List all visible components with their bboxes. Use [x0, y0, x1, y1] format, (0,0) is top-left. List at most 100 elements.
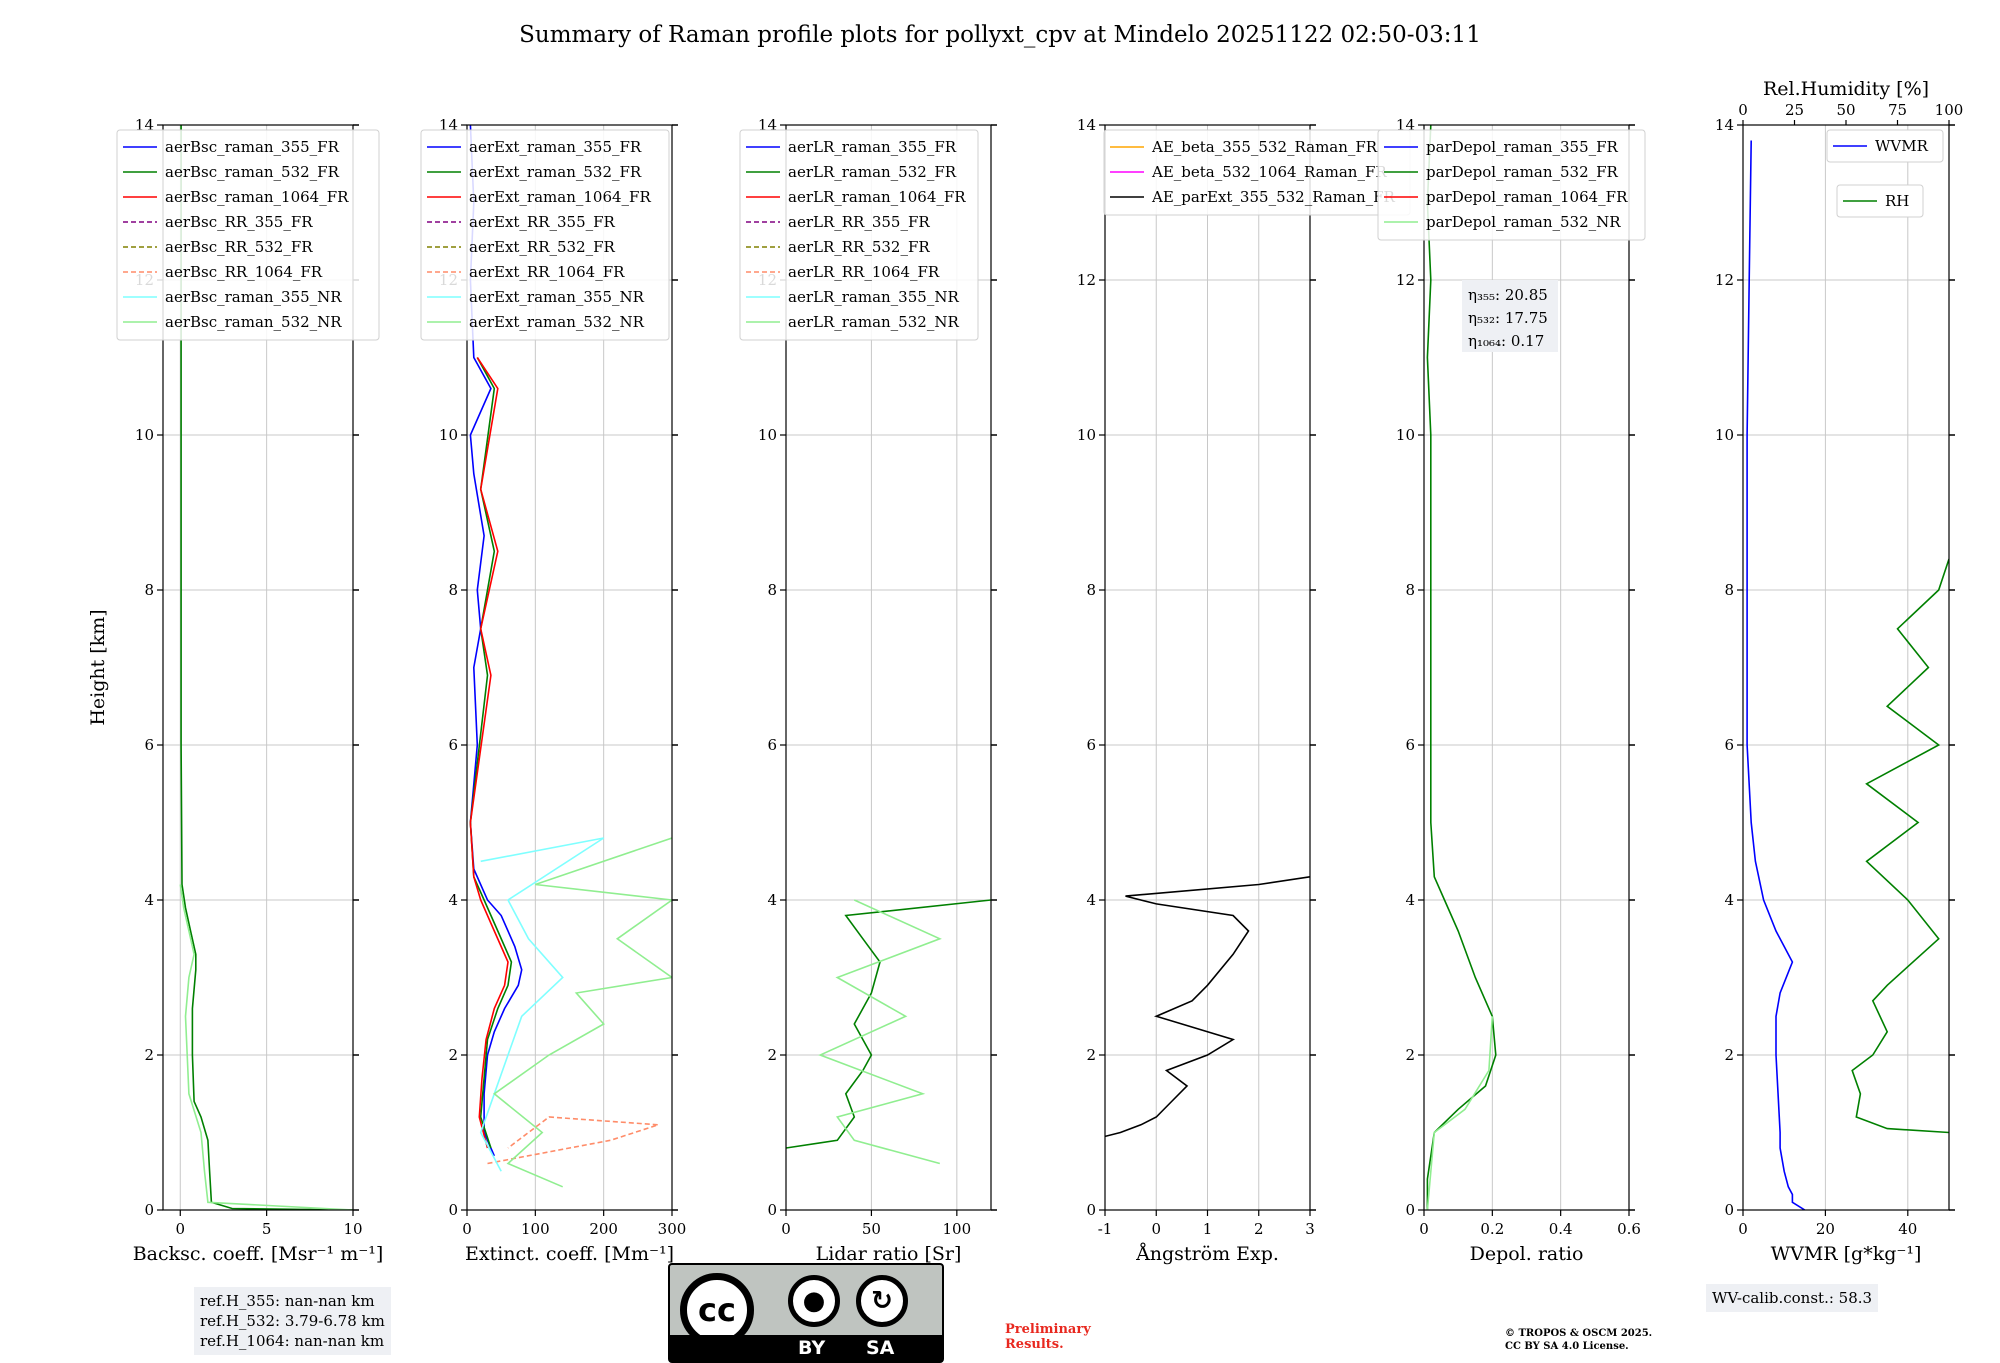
person-icon: ● — [788, 1275, 840, 1327]
legend-label: aerExt_RR_355_FR — [469, 213, 616, 231]
x-tick-label-ext: 300 — [658, 1220, 687, 1238]
reference-heights-box: ref.H_355: nan-nan km ref.H_532: 3.79-6.… — [194, 1287, 391, 1355]
wv-calibration-box: WV-calib.const.: 58.3 — [1706, 1284, 1879, 1312]
y-tick-label-lr: 0 — [767, 1201, 777, 1219]
legend-label: aerBsc_raman_355_FR — [165, 138, 340, 156]
y-tick-label-wv: 8 — [1724, 581, 1734, 599]
legend-label: parDepol_raman_1064_FR — [1426, 188, 1628, 206]
x-tick-label-bsc: 5 — [262, 1220, 272, 1238]
series-aerBsc_raman_532_FR — [180, 125, 353, 1210]
y-tick-label-ext: 8 — [448, 581, 458, 599]
top-x-tick-label: 0 — [1738, 101, 1748, 119]
y-tick-label-ext: 10 — [439, 426, 458, 444]
y-tick-label-lr: 2 — [767, 1046, 777, 1064]
copyright-note: © TROPOS & OSCM 2025. CC BY SA 4.0 Licen… — [1505, 1328, 1653, 1352]
y-tick-label-ae: 14 — [1077, 116, 1096, 134]
x-tick-label-lr: 50 — [862, 1220, 881, 1238]
ref-height-1064: ref.H_1064: nan-nan km — [200, 1332, 385, 1350]
y-tick-label-bsc: 6 — [144, 736, 154, 754]
y-tick-label-depol: 6 — [1405, 736, 1415, 754]
x-axis-label-wv: WVMR [g*kg⁻¹] — [1771, 1243, 1922, 1265]
x-tick-label-ae: 3 — [1305, 1220, 1315, 1238]
cc-license-badge: cc ● ↻ BY SA — [668, 1263, 944, 1363]
x-tick-label-wv: 40 — [1898, 1220, 1917, 1238]
legend-label: aerBsc_RR_532_FR — [165, 238, 313, 256]
x-tick-label-bsc: 10 — [343, 1220, 362, 1238]
legend-label: AE_parExt_355_532_Raman_FR — [1151, 188, 1396, 206]
legend-label: aerLR_RR_355_FR — [788, 213, 930, 231]
series-aerLR_raman_532_NR — [818, 899, 942, 1165]
series-aerExt_raman_355_NR — [479, 837, 605, 1172]
y-tick-label-bsc: 0 — [144, 1201, 154, 1219]
top-x-tick-label: 25 — [1785, 101, 1804, 119]
panel-lr: 05010002468101214Lidar ratio [Sr]aerLR_r… — [739, 116, 997, 1265]
ref-height-532: ref.H_532: 3.79-6.78 km — [200, 1312, 385, 1330]
series-aerExt_raman_532_FR — [469, 357, 513, 1149]
legend-label: aerLR_RR_532_FR — [788, 238, 930, 256]
axes-frame-depol — [1423, 124, 1630, 1211]
legend-label: aerBsc_raman_532_NR — [165, 313, 342, 331]
y-tick-label-ae: 12 — [1077, 271, 1096, 289]
axes-frame-ext — [466, 124, 673, 1211]
y-tick-label-wv: 14 — [1715, 116, 1734, 134]
y-tick-label-bsc: 8 — [144, 581, 154, 599]
legend-bsc: aerBsc_raman_355_FR aerBsc_raman_532_FRae… — [116, 129, 380, 341]
legend-label: aerLR_raman_1064_FR — [788, 188, 966, 206]
series-aerExt_raman_532_NR — [492, 837, 672, 1188]
x-axis-label-ext: Extinct. coeff. [Mm⁻¹] — [465, 1243, 674, 1265]
x-tick-label-bsc: 0 — [175, 1220, 185, 1238]
legend-label: aerLR_RR_1064_FR — [788, 263, 940, 281]
series-AE_parExt_355_532_Raman_FR — [1105, 876, 1310, 1138]
x-axis-label-bsc: Backsc. coeff. [Msr⁻¹ m⁻¹] — [133, 1243, 384, 1265]
y-tick-label-depol: 8 — [1405, 581, 1415, 599]
y-tick-label-ae: 10 — [1077, 426, 1096, 444]
y-tick-label-wv: 10 — [1715, 426, 1734, 444]
cc-sa-label: SA — [866, 1337, 895, 1359]
panel-wv: 0 20 40 0 2 4 6 8 10 12 14 WVMR [g*kg⁻¹] 0 25 50 75 100 R… — [1715, 78, 1963, 1265]
y-tick-label-ext: 6 — [448, 736, 458, 754]
y-tick-label-depol: 12 — [1396, 271, 1415, 289]
legend-label: aerExt_RR_1064_FR — [469, 263, 625, 281]
legend-label: aerBsc_raman_1064_FR — [165, 188, 349, 206]
legend-label: aerBsc_RR_1064_FR — [165, 263, 323, 281]
y-tick-label-lr: 10 — [758, 426, 777, 444]
series-aerExt_RR_1064_FR — [487, 1116, 659, 1165]
series-parDepol_raman_532_FR — [1426, 125, 1497, 1210]
x-tick-label-wv: 20 — [1816, 1220, 1835, 1238]
legend-ae: AE_beta_355_532_Raman_FR AE_beta_532_1064… — [1103, 129, 1411, 216]
axes-frame-bsc — [162, 124, 354, 1211]
eta-value: η₁₀₆₄: 0.17 — [1468, 332, 1544, 350]
series-parDepol_raman_532_NR — [1426, 1016, 1494, 1210]
x-tick-label-ae: 0 — [1151, 1220, 1161, 1238]
axes-frame-lr — [785, 124, 992, 1211]
y-tick-label-ae: 4 — [1086, 891, 1096, 909]
legend-label: RH — [1885, 192, 1909, 210]
legend-label: aerExt_RR_532_FR — [469, 238, 616, 256]
eta-annotation-box: η₃₅₅: 20.85 η₅₃₂: 17.75 η₁₀₆₄: 0.17 — [1462, 280, 1558, 352]
legend-label: aerBsc_raman_532_FR — [165, 163, 340, 181]
legend-label: aerBsc_RR_355_FR — [165, 213, 313, 231]
legend-label: WVMR — [1875, 137, 1929, 155]
y-tick-label-wv: 2 — [1724, 1046, 1734, 1064]
x-tick-label-depol: 0.6 — [1617, 1220, 1641, 1238]
y-tick-label-ae: 2 — [1086, 1046, 1096, 1064]
y-axis-label: Height [km] — [87, 609, 109, 725]
y-tick-label-lr: 4 — [767, 891, 777, 909]
y-tick-label-ext: 4 — [448, 891, 458, 909]
x-tick-label-depol: 0.2 — [1480, 1220, 1504, 1238]
axes-frame-wv — [1742, 124, 1950, 1211]
x-tick-label-ae: 2 — [1254, 1220, 1264, 1238]
x-tick-label-ae: -1 — [1098, 1220, 1113, 1238]
y-tick-label-depol: 0 — [1405, 1201, 1415, 1219]
legend-label: aerLR_raman_355_FR — [788, 138, 957, 156]
legend-label: aerLR_raman_532_NR — [788, 313, 959, 331]
y-tick-label-bsc: 4 — [144, 891, 154, 909]
legend-label: AE_beta_355_532_Raman_FR — [1151, 138, 1378, 156]
legend-label: parDepol_raman_532_NR — [1426, 213, 1621, 231]
y-tick-label-lr: 6 — [767, 736, 777, 754]
y-tick-label-ae: 8 — [1086, 581, 1096, 599]
legend-label: parDepol_raman_532_FR — [1426, 163, 1619, 181]
x-tick-label-wv: 0 — [1738, 1220, 1748, 1238]
